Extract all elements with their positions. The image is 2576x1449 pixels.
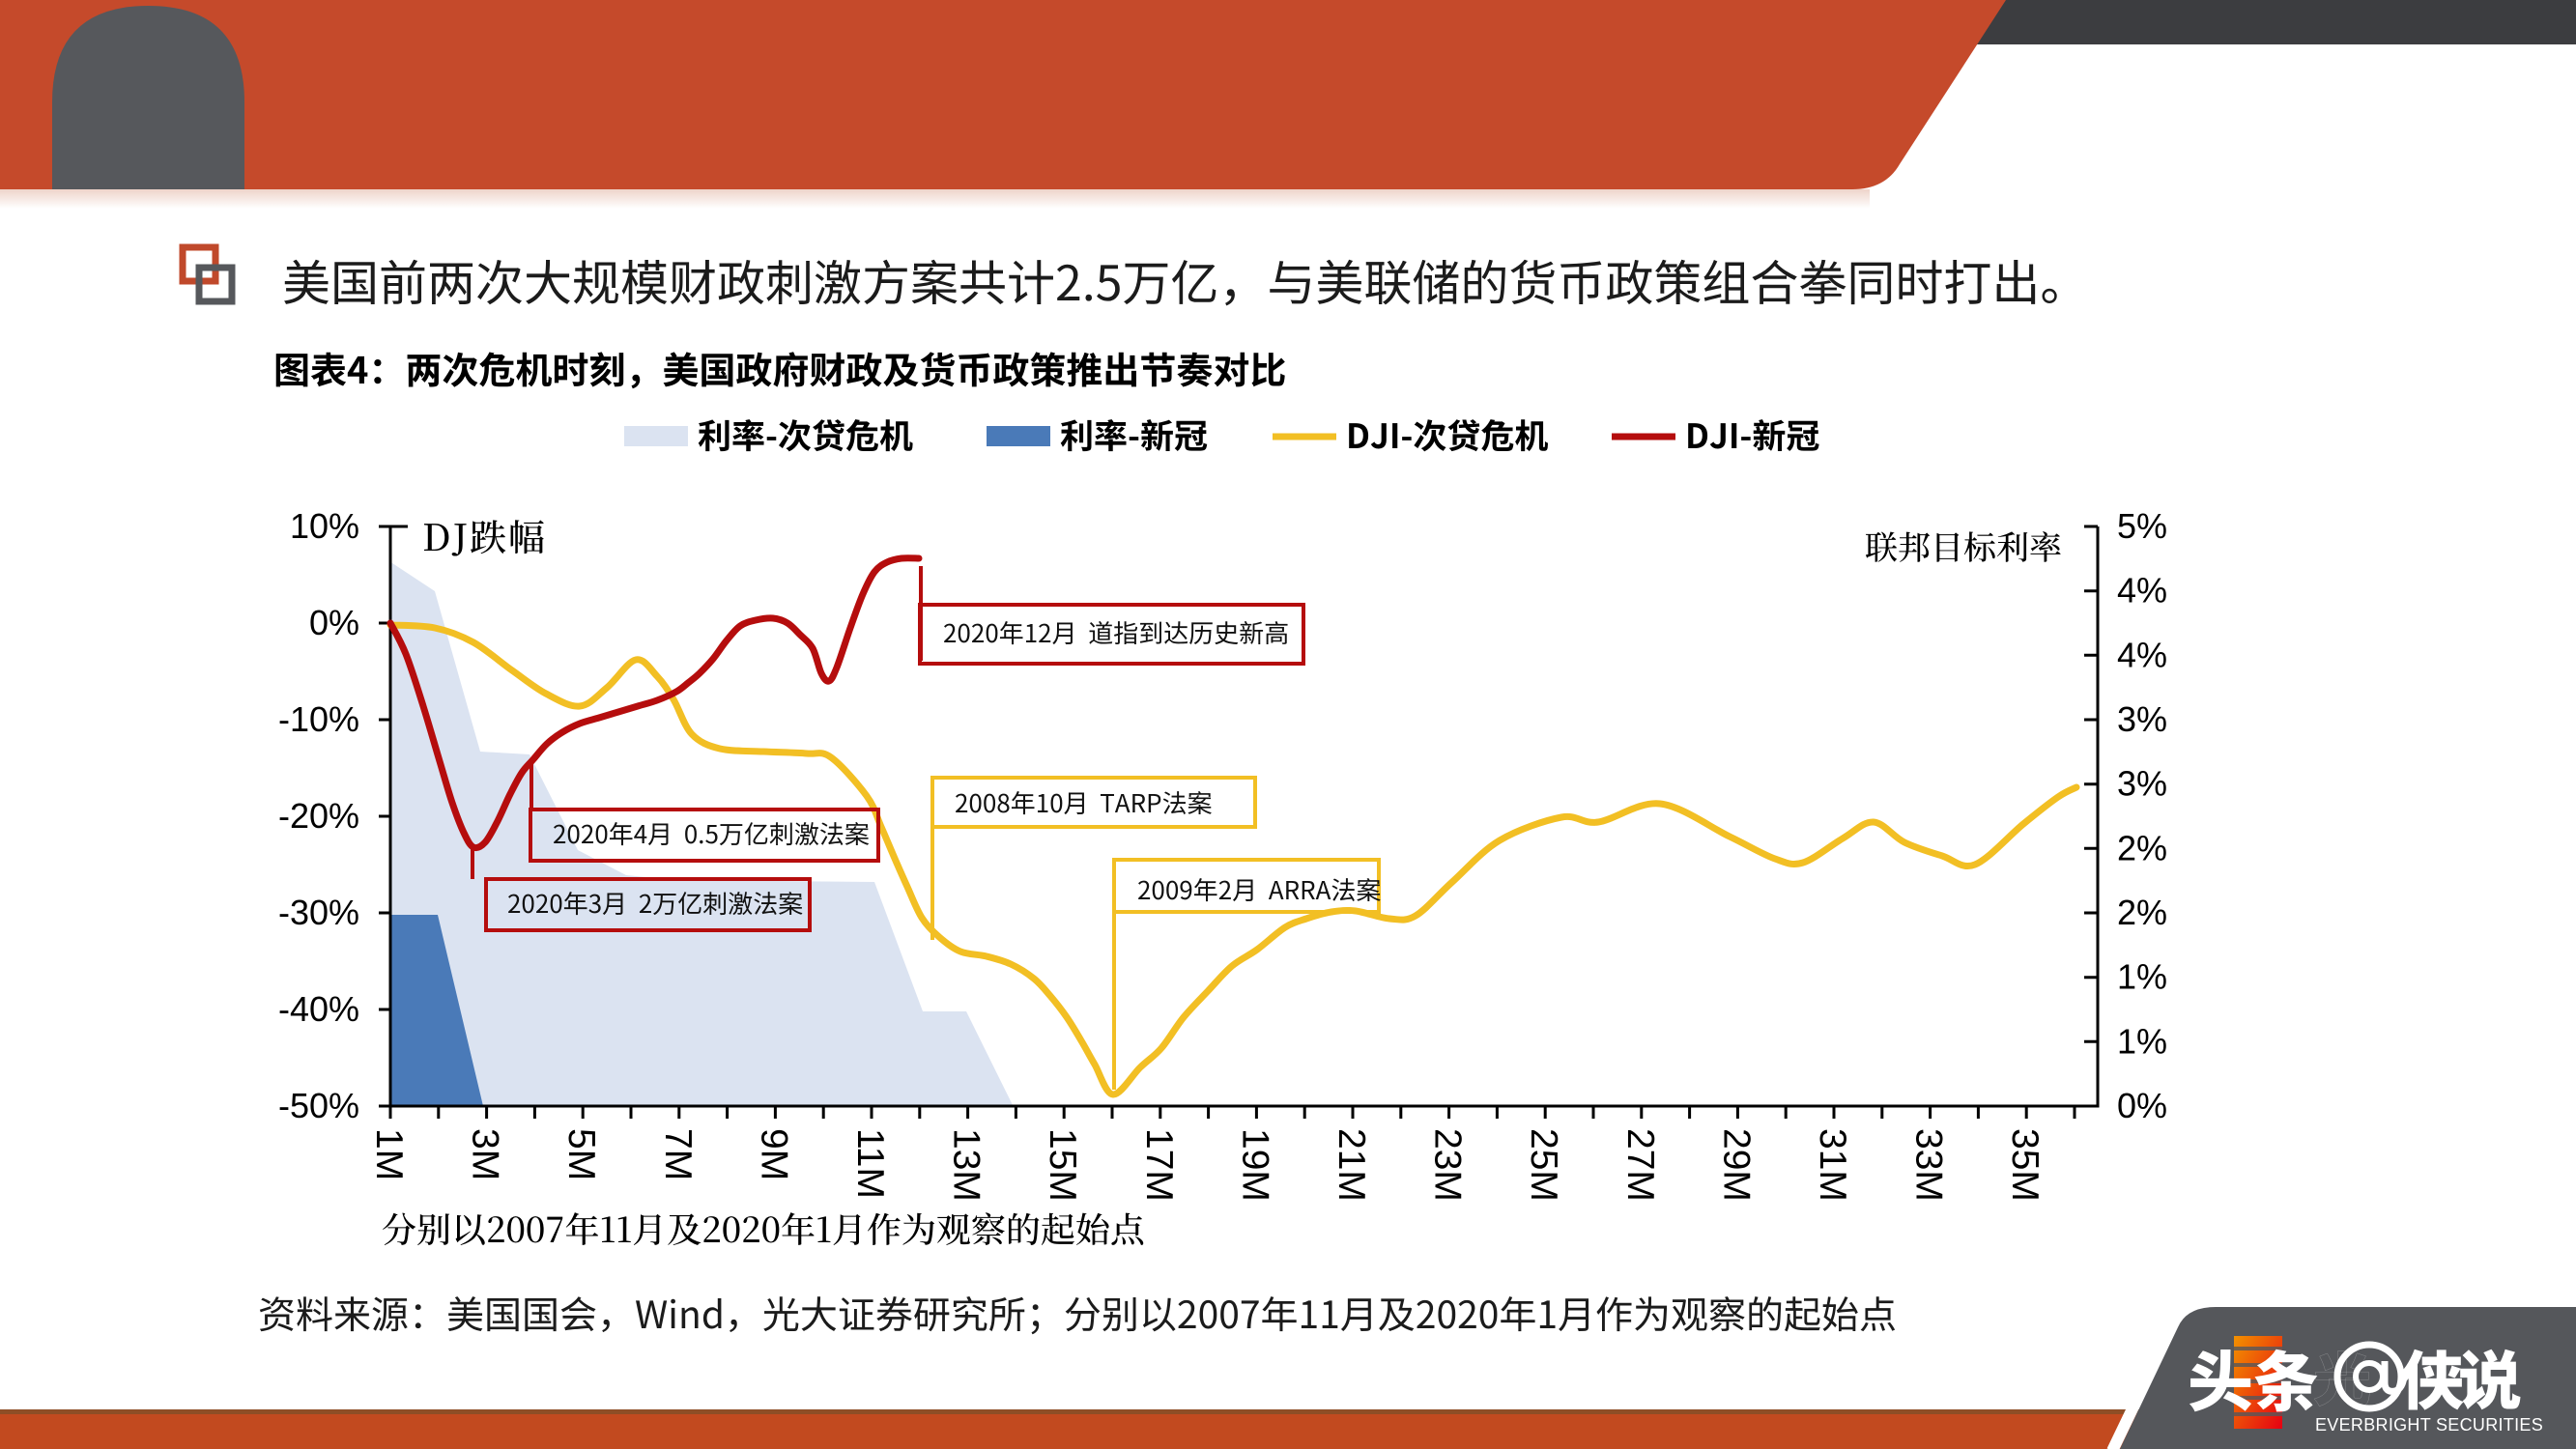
svg-text:5%: 5%	[2117, 506, 2167, 546]
svg-text:31M: 31M	[1812, 1128, 1853, 1202]
svg-text:3%: 3%	[2117, 764, 2167, 804]
svg-text:-40%: -40%	[278, 989, 359, 1029]
svg-text:-20%: -20%	[278, 796, 359, 836]
svg-text:10%: 10%	[290, 506, 359, 546]
svg-text:-30%: -30%	[278, 893, 359, 932]
svg-text:4%: 4%	[2117, 571, 2167, 611]
svg-text:-50%: -50%	[278, 1086, 359, 1125]
svg-text:17M: 17M	[1138, 1128, 1180, 1202]
svg-text:1%: 1%	[2117, 957, 2167, 997]
svg-text:2%: 2%	[2117, 828, 2167, 867]
svg-text:1%: 1%	[2117, 1021, 2167, 1061]
svg-text:EVERBRIGHT SECURITIES: EVERBRIGHT SECURITIES	[2315, 1415, 2543, 1435]
svg-text:0%: 0%	[309, 603, 359, 642]
svg-text:29M: 29M	[1715, 1128, 1757, 1202]
svg-text:11M: 11M	[849, 1128, 891, 1199]
svg-text:3%: 3%	[2117, 699, 2167, 739]
svg-text:33M: 33M	[1908, 1128, 1950, 1202]
svg-text:2%: 2%	[2117, 893, 2167, 932]
svg-text:4%: 4%	[2117, 635, 2167, 674]
svg-text:5M: 5M	[560, 1128, 602, 1180]
svg-text:25M: 25M	[1523, 1128, 1564, 1202]
svg-text:23M: 23M	[1427, 1128, 1469, 1202]
svg-text:1M: 1M	[368, 1128, 410, 1180]
svg-text:-10%: -10%	[278, 699, 359, 739]
svg-text:15M: 15M	[1042, 1128, 1083, 1202]
svg-text:7M: 7M	[657, 1128, 699, 1180]
svg-text:19M: 19M	[1234, 1128, 1275, 1202]
svg-text:3M: 3M	[465, 1128, 506, 1180]
svg-text:35M: 35M	[2004, 1128, 2046, 1202]
svg-text:21M: 21M	[1331, 1128, 1372, 1202]
svg-text:9M: 9M	[753, 1128, 794, 1180]
svg-text:27M: 27M	[1619, 1128, 1661, 1202]
svg-text:13M: 13M	[946, 1128, 987, 1202]
svg-text:0%: 0%	[2117, 1086, 2167, 1125]
